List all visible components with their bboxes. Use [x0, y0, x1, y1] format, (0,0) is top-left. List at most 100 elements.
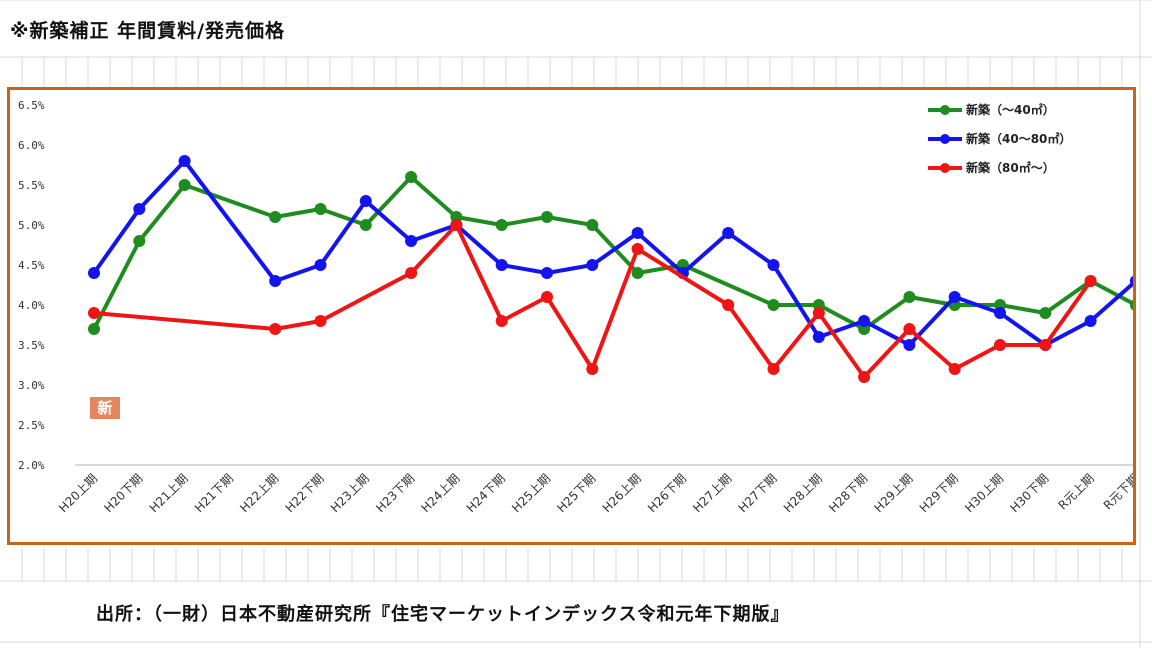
data-point [1084, 315, 1097, 327]
y-tick-label: 6.5% [18, 99, 45, 112]
data-point [359, 219, 372, 231]
data-point [722, 227, 735, 239]
data-point [450, 219, 463, 231]
data-point [631, 227, 644, 239]
y-tick-label: 5.0% [18, 219, 45, 232]
data-point [405, 171, 418, 183]
data-point [133, 235, 146, 247]
x-tick-label: H30上期 [962, 471, 1006, 515]
chart-frame: 2.0% 2.5% 3.0% 3.5% 4.0% 4.5% 5.0% 5.5% 6.0% 6.5%… [7, 87, 1136, 545]
data-point [948, 291, 961, 303]
y-tick-label: 4.5% [18, 259, 45, 272]
data-point [314, 315, 327, 327]
y-tick-label: 3.5% [18, 339, 45, 352]
data-point [903, 291, 916, 303]
x-tick-label: H27下期 [736, 471, 780, 515]
data-point [812, 331, 825, 343]
y-tick-label: 4.0% [18, 299, 45, 312]
data-point [88, 323, 100, 335]
data-point [541, 267, 553, 279]
data-point [1039, 339, 1052, 351]
data-point [586, 259, 599, 271]
data-point [88, 307, 100, 319]
data-point [903, 323, 916, 335]
legend-label: 新築（80㎡～） [966, 160, 1055, 175]
y-tick-label: 6.0% [18, 139, 45, 152]
y-tick-label: 2.0% [18, 459, 45, 472]
data-point [1129, 275, 1133, 287]
x-tick-label: H23下期 [373, 471, 417, 515]
x-tick-label: H25上期 [509, 471, 553, 515]
data-point [631, 243, 644, 255]
data-point [314, 203, 327, 215]
data-point [269, 211, 282, 223]
data-point [495, 315, 508, 327]
data-point [314, 259, 327, 271]
page-title: ※新築補正 年間賃料/発売価格 [10, 20, 286, 42]
x-tick-label: H26上期 [600, 471, 644, 515]
data-point [767, 259, 780, 271]
x-tick-label: H25下期 [554, 471, 598, 515]
data-point [631, 267, 644, 279]
x-tick-label: H28下期 [826, 471, 870, 515]
data-point [767, 299, 780, 311]
x-tick-label: H24上期 [418, 471, 462, 515]
data-point [405, 235, 418, 247]
y-tick-label: 3.0% [18, 379, 45, 392]
data-point [1084, 275, 1097, 287]
data-point [994, 307, 1006, 319]
data-point [1129, 299, 1133, 311]
x-tick-label: H29下期 [917, 471, 961, 515]
x-tick-label: H24下期 [464, 471, 508, 515]
data-point [722, 299, 735, 311]
data-point [586, 363, 599, 375]
legend-label: 新築（40～80㎡） [966, 131, 1071, 146]
data-point [858, 371, 871, 383]
x-tick-label: H30下期 [1007, 471, 1051, 515]
series-line-2 [93, 223, 1093, 379]
data-point [88, 267, 100, 279]
data-point [767, 363, 780, 375]
data-point [495, 219, 508, 231]
data-point [903, 339, 916, 351]
data-point [359, 195, 372, 207]
data-point [495, 259, 508, 271]
data-point [178, 155, 191, 167]
legend-marker [940, 134, 950, 144]
source-caption: 出所：（一財）日本不動産研究所『住宅マーケットインデックス令和元年下期版』 [96, 604, 790, 625]
legend-marker [940, 163, 950, 173]
data-point [812, 307, 825, 319]
data-point [269, 323, 282, 335]
shin-badge-icon: 新 [90, 397, 120, 419]
x-tick-label: H29上期 [871, 471, 915, 515]
data-point [586, 219, 599, 231]
x-tick-label: R元上期 [1055, 471, 1096, 512]
x-tick-label: H21上期 [147, 471, 191, 515]
x-tick-label: H28上期 [781, 471, 825, 515]
data-point [133, 203, 146, 215]
data-point [269, 275, 282, 287]
data-point [948, 363, 961, 375]
data-point [541, 291, 553, 303]
x-tick-label: R元下期 [1101, 471, 1133, 512]
x-tick-label: H26下期 [645, 471, 689, 515]
x-tick-label: H27上期 [690, 471, 734, 515]
data-point [541, 211, 553, 223]
y-tick-label: 2.5% [18, 419, 45, 432]
data-point [178, 179, 191, 191]
x-tick-label: H20上期 [56, 471, 100, 515]
line-chart: 2.0% 2.5% 3.0% 3.5% 4.0% 4.5% 5.0% 5.5% 6.0% 6.5%… [18, 99, 1133, 515]
legend-label: 新築（～40㎡） [966, 102, 1055, 117]
data-point [858, 315, 871, 327]
x-tick-label: H21下期 [192, 471, 236, 515]
data-point [1039, 307, 1052, 319]
data-point [994, 339, 1006, 351]
data-point [405, 267, 418, 279]
y-tick-label: 5.5% [18, 179, 45, 192]
x-tick-label: H23上期 [328, 471, 372, 515]
x-tick-label: H22下期 [283, 471, 327, 515]
legend-marker [940, 105, 950, 115]
x-tick-label: H22上期 [237, 471, 281, 515]
x-tick-label: H20下期 [101, 471, 145, 515]
